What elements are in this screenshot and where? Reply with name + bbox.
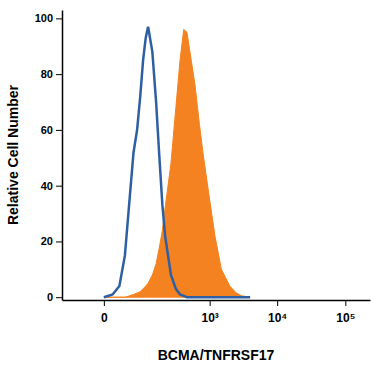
y-tick-label: 0: [47, 291, 53, 303]
y-tick-label: 100: [35, 12, 53, 24]
x-tick-mark: [345, 300, 346, 306]
x-tick: 10³: [201, 300, 218, 325]
y-tick: 20: [41, 235, 62, 247]
histogram-line: [104, 27, 250, 297]
y-tick-label: 40: [41, 180, 53, 192]
y-tick-label: 20: [41, 235, 53, 247]
y-tick: 80: [41, 68, 62, 80]
x-tick-mark: [210, 300, 211, 306]
plot-area: [104, 27, 250, 297]
x-tick: 10⁴: [268, 300, 287, 325]
y-tick-mark: [56, 297, 62, 298]
y-tick-label: 60: [41, 124, 53, 136]
x-tick-label: 10³: [201, 311, 218, 325]
x-tick-mark: [277, 300, 278, 306]
x-tick: 0: [101, 300, 108, 325]
y-axis-title: Relative Cell Number: [5, 84, 21, 225]
x-tick-mark: [104, 300, 105, 306]
y-tick-mark: [56, 74, 62, 75]
y-tick: 0: [47, 291, 62, 303]
x-tick-label: 10⁵: [336, 311, 355, 325]
y-axis: 0 20 40 60 80 100: [35, 11, 63, 304]
x-tick-label: 0: [101, 311, 108, 325]
y-tick: 100: [35, 12, 62, 24]
x-tick: 10⁵: [336, 300, 355, 325]
y-tick-label: 80: [41, 68, 53, 80]
y-tick-mark: [56, 130, 62, 131]
chart: 0 10³ 10⁴ 10⁵ 0 20 40 60 80 100 BCMA/TNFRSF17 Relat…: [0, 0, 371, 372]
x-axis-line: [63, 300, 371, 302]
x-axis: 0 10³ 10⁴ 10⁵: [63, 300, 371, 325]
y-tick-mark: [56, 18, 62, 19]
x-axis-title: BCMA/TNFRSF17: [158, 347, 275, 363]
y-tick: 40: [41, 180, 62, 192]
y-axis-line: [62, 11, 64, 301]
y-tick-mark: [56, 241, 62, 242]
x-tick-label: 10⁴: [268, 311, 287, 325]
y-tick-mark: [56, 186, 62, 187]
y-tick: 60: [41, 124, 62, 136]
